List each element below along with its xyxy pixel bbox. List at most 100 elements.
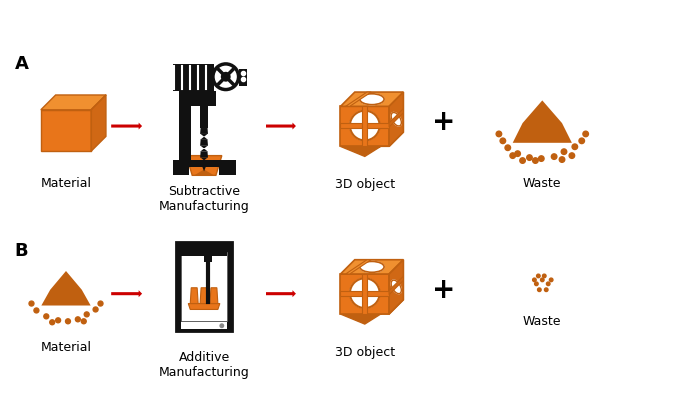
Polygon shape xyxy=(200,158,208,164)
Text: 3D object: 3D object xyxy=(335,178,395,191)
Ellipse shape xyxy=(391,112,401,126)
Polygon shape xyxy=(176,242,232,331)
Polygon shape xyxy=(200,128,208,134)
Circle shape xyxy=(500,138,505,144)
Polygon shape xyxy=(340,123,389,128)
Circle shape xyxy=(540,278,544,282)
Circle shape xyxy=(579,138,584,144)
Polygon shape xyxy=(201,164,207,172)
Circle shape xyxy=(81,319,86,324)
Polygon shape xyxy=(340,290,389,296)
Circle shape xyxy=(552,154,557,159)
Polygon shape xyxy=(340,92,403,106)
Text: +: + xyxy=(432,276,456,304)
Text: 3D object: 3D object xyxy=(335,346,395,359)
Ellipse shape xyxy=(360,94,384,105)
Polygon shape xyxy=(362,274,368,314)
Polygon shape xyxy=(172,160,236,168)
Polygon shape xyxy=(389,260,403,314)
Circle shape xyxy=(84,312,89,317)
Polygon shape xyxy=(172,64,214,90)
Circle shape xyxy=(561,149,567,154)
Polygon shape xyxy=(346,260,371,274)
Polygon shape xyxy=(346,92,371,106)
Circle shape xyxy=(550,278,553,282)
Polygon shape xyxy=(210,288,218,304)
Bar xyxy=(181,250,227,256)
Circle shape xyxy=(545,288,548,292)
Circle shape xyxy=(350,278,379,308)
Text: Material: Material xyxy=(41,341,92,354)
Circle shape xyxy=(542,274,546,278)
Bar xyxy=(181,252,227,321)
Circle shape xyxy=(538,288,541,292)
Circle shape xyxy=(537,274,540,278)
Circle shape xyxy=(213,64,239,90)
Circle shape xyxy=(50,320,55,325)
Polygon shape xyxy=(340,132,403,156)
Bar xyxy=(179,86,191,160)
Circle shape xyxy=(93,307,98,312)
Circle shape xyxy=(219,323,224,328)
Polygon shape xyxy=(219,168,236,175)
Text: Waste: Waste xyxy=(523,177,561,190)
Polygon shape xyxy=(188,304,220,310)
Text: Subtractive
Manufacturing: Subtractive Manufacturing xyxy=(159,185,249,213)
Polygon shape xyxy=(41,110,91,151)
Text: Additive
Manufacturing: Additive Manufacturing xyxy=(159,351,249,379)
Circle shape xyxy=(538,156,544,161)
Polygon shape xyxy=(389,92,403,146)
Polygon shape xyxy=(91,95,106,151)
Polygon shape xyxy=(340,260,403,274)
Circle shape xyxy=(559,157,565,162)
Text: A: A xyxy=(15,55,29,73)
Polygon shape xyxy=(512,100,572,143)
Circle shape xyxy=(55,318,61,323)
Circle shape xyxy=(533,278,536,282)
Bar xyxy=(191,90,216,106)
Circle shape xyxy=(98,301,103,306)
Polygon shape xyxy=(340,106,389,146)
Circle shape xyxy=(76,317,80,322)
Circle shape xyxy=(547,282,550,286)
Text: Waste: Waste xyxy=(523,315,561,328)
Circle shape xyxy=(44,314,49,319)
Circle shape xyxy=(66,319,71,324)
Text: +: + xyxy=(432,108,456,136)
Circle shape xyxy=(569,153,575,158)
Text: B: B xyxy=(15,242,28,260)
Circle shape xyxy=(505,145,510,150)
Polygon shape xyxy=(389,108,403,127)
Polygon shape xyxy=(340,274,389,314)
Polygon shape xyxy=(340,300,403,324)
Circle shape xyxy=(572,144,578,150)
Circle shape xyxy=(496,131,502,137)
Circle shape xyxy=(526,155,532,160)
Circle shape xyxy=(510,153,515,158)
Circle shape xyxy=(533,158,538,163)
Circle shape xyxy=(29,301,34,306)
Bar xyxy=(200,106,208,128)
Polygon shape xyxy=(172,168,189,175)
Polygon shape xyxy=(200,288,208,304)
Polygon shape xyxy=(362,106,368,146)
Polygon shape xyxy=(183,170,226,175)
Bar xyxy=(204,256,212,262)
Circle shape xyxy=(535,282,538,286)
Polygon shape xyxy=(41,271,91,306)
Polygon shape xyxy=(239,69,247,86)
Circle shape xyxy=(583,131,589,137)
Ellipse shape xyxy=(360,262,384,272)
Polygon shape xyxy=(190,288,198,304)
Polygon shape xyxy=(200,134,208,140)
Circle shape xyxy=(350,111,379,140)
Circle shape xyxy=(520,158,525,163)
Text: Material: Material xyxy=(41,177,92,190)
Polygon shape xyxy=(186,156,222,175)
Polygon shape xyxy=(389,276,403,295)
Bar xyxy=(181,322,227,329)
Polygon shape xyxy=(200,152,208,158)
Circle shape xyxy=(220,72,231,82)
Circle shape xyxy=(34,308,39,313)
Circle shape xyxy=(515,151,520,156)
